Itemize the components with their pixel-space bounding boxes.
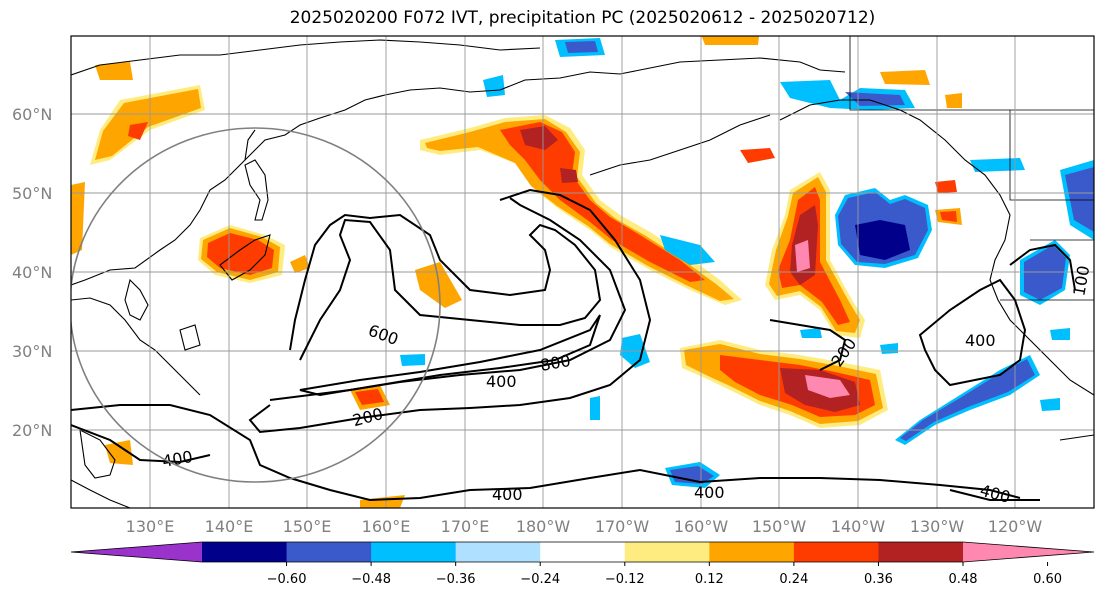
lat-axis: 60°N 50°N 40°N 30°N 20°N <box>12 105 52 440</box>
lon-label: 130°E <box>126 517 175 536</box>
lon-label: 170°E <box>441 517 490 536</box>
lon-axis: 130°E 140°E 150°E 160°E 170°E 180°W 170°… <box>126 517 1043 536</box>
lon-label: 140°W <box>831 517 886 536</box>
coastlines <box>71 39 1094 508</box>
lon-label: 130°W <box>910 517 965 536</box>
gridlines <box>71 36 1094 508</box>
colorbar-tick-label: 0.24 <box>779 572 808 587</box>
colorbar-tick-label: −0.12 <box>605 572 645 587</box>
ivt-contours <box>71 188 1076 502</box>
colorbar-tick-label: −0.60 <box>267 572 307 587</box>
colorbar-segment <box>371 542 457 562</box>
colorbar-segment <box>963 542 1094 562</box>
contour-label: 400 <box>486 372 517 391</box>
colorbar: −0.60 −0.48 −0.36 −0.24 −0.12 0.12 0.24 0.36 0.4… <box>70 541 1095 587</box>
colorbar-segment <box>286 542 372 562</box>
colorbar-tick-label: −0.48 <box>351 572 391 587</box>
colorbar-tick-label: 0.12 <box>695 572 724 587</box>
lon-label: 120°W <box>988 517 1043 536</box>
lon-label: 180°W <box>516 517 571 536</box>
lon-label: 140°E <box>205 517 254 536</box>
colorbar-segment <box>624 542 710 562</box>
lon-label: 160°E <box>362 517 411 536</box>
lon-label: 150°E <box>283 517 332 536</box>
colorbar-segment <box>709 542 795 562</box>
colorbar-segment <box>793 542 879 562</box>
colorbar-segment <box>202 542 288 562</box>
map-panel: 600 800 400 200 400 400 400 200 400 400 … <box>71 36 1094 508</box>
colorbar-tick-label: −0.24 <box>520 572 560 587</box>
lat-label: 50°N <box>12 184 52 203</box>
lon-label: 150°W <box>752 517 807 536</box>
colorbar-segment <box>878 542 964 562</box>
colorbar-segment <box>455 542 541 562</box>
contour-label: 400 <box>492 485 523 504</box>
contour-label: 400 <box>965 331 996 350</box>
contour-label: 400 <box>694 483 725 502</box>
analysis-circle <box>71 127 441 483</box>
colorbar-segment <box>540 542 626 562</box>
lat-label: 60°N <box>12 105 52 124</box>
map-frame <box>70 35 1095 509</box>
colorbar-tick-label: −0.36 <box>436 572 476 587</box>
precip-shading <box>71 36 1094 508</box>
lat-label: 40°N <box>12 263 52 282</box>
colorbar-tick-label: 0.36 <box>864 572 893 587</box>
colorbar-tick-label: 0.48 <box>949 572 978 587</box>
chart-title: 2025020200 F072 IVT, precipitation PC (2… <box>289 8 876 28</box>
lat-label: 30°N <box>12 342 52 361</box>
colorbar-tick-label: 0.60 <box>1033 572 1062 587</box>
colorbar-segment <box>71 542 202 562</box>
lat-label: 20°N <box>12 421 52 440</box>
contour-labels: 600 800 400 200 400 400 400 200 400 400 … <box>161 264 1094 507</box>
lon-label: 160°W <box>674 517 729 536</box>
lon-label: 170°W <box>595 517 650 536</box>
